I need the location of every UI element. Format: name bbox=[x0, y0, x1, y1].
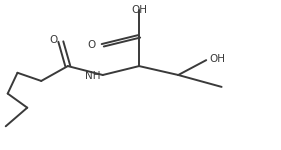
Text: O: O bbox=[87, 40, 96, 50]
Text: OH: OH bbox=[131, 5, 147, 15]
Text: OH: OH bbox=[209, 54, 225, 64]
Text: O: O bbox=[50, 35, 58, 45]
Text: NH: NH bbox=[85, 71, 101, 81]
